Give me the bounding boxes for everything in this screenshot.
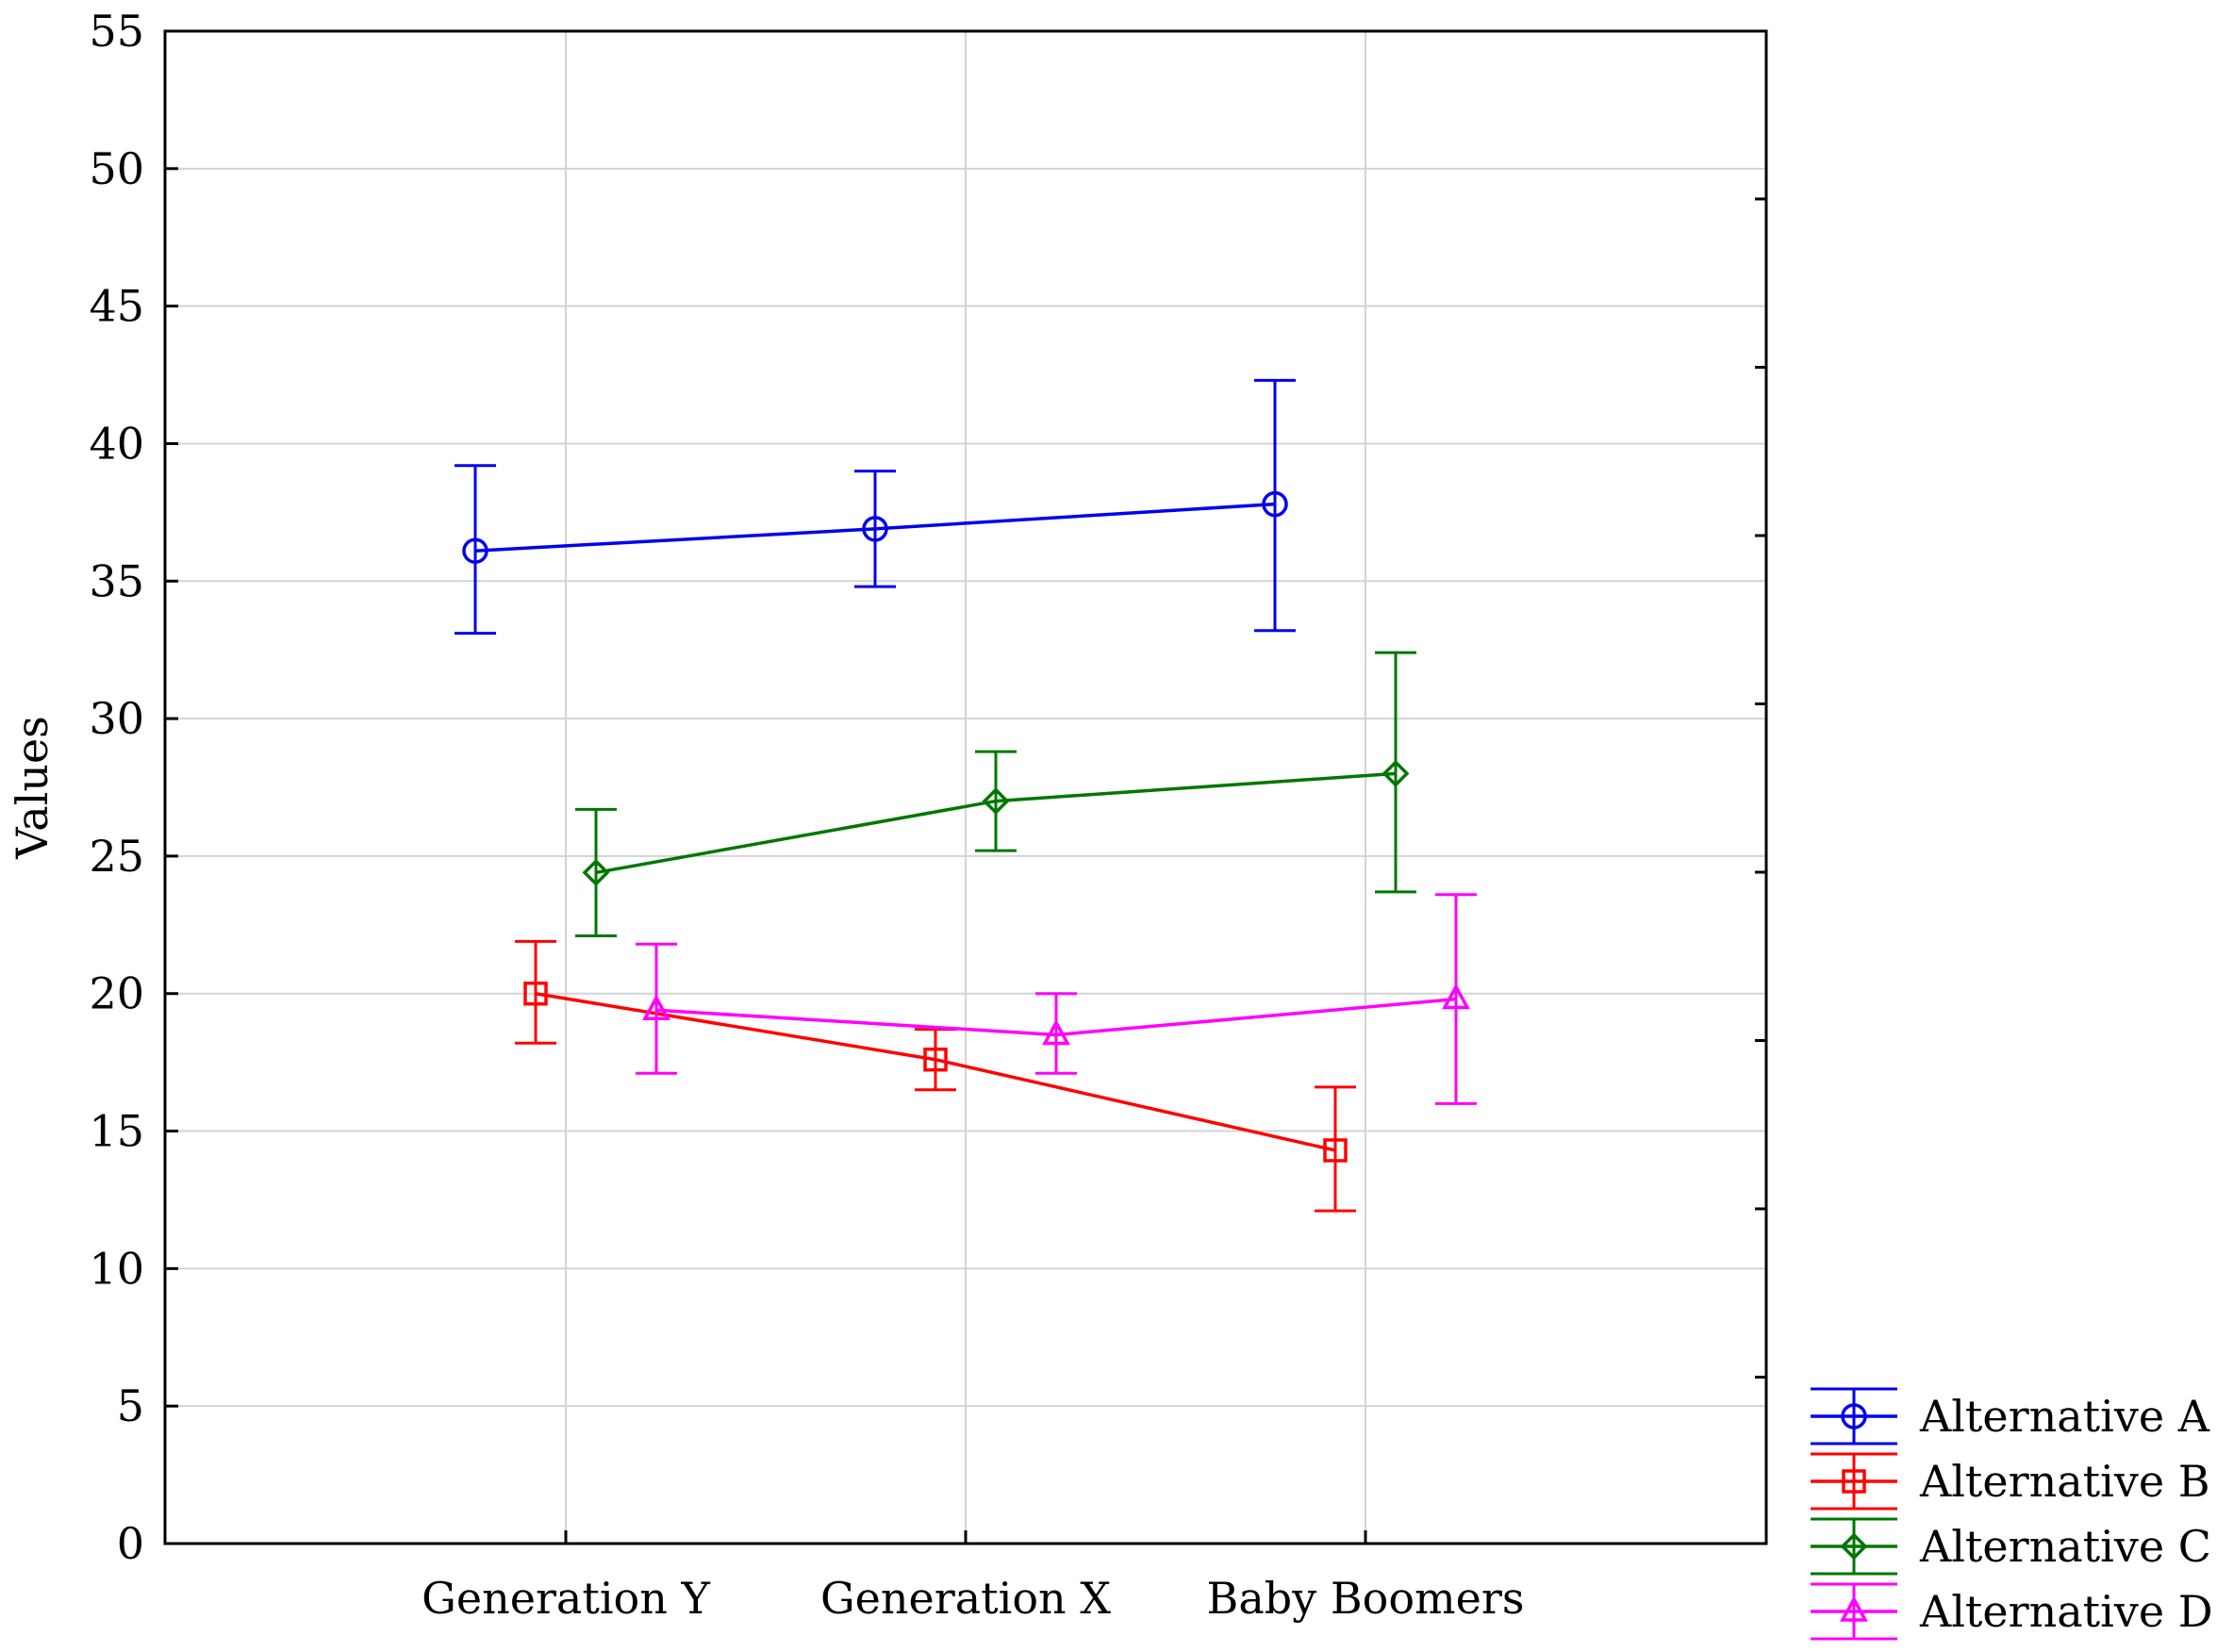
legend-marker [1841, 1403, 1867, 1429]
data-point [1381, 759, 1410, 787]
grid [165, 31, 1766, 1544]
y-tick-label: 25 [89, 831, 144, 882]
legend: Alternative A Alternative B Alternative C A… [1811, 1387, 2213, 1641]
y-tick-label: 0 [117, 1518, 144, 1569]
y-tick-label: 30 [89, 693, 144, 744]
data-point [923, 1047, 948, 1072]
series-alternative-b [515, 939, 1356, 1213]
series-layer [455, 378, 1477, 1213]
y-axis-title: Values [7, 716, 58, 860]
y-tick-label: 50 [89, 143, 144, 194]
series-alternative-a [455, 378, 1296, 636]
data-point [462, 537, 488, 564]
legend-entry: Alternative C [1811, 1517, 2211, 1576]
x-category-label: Baby Boomers [1207, 1573, 1525, 1624]
legend-label: Alternative B [1919, 1456, 2210, 1507]
legend-entry: Alternative D [1811, 1582, 2213, 1641]
data-point [1042, 1018, 1070, 1046]
x-category-label: Generation X [820, 1573, 1111, 1624]
legend-marker [1840, 1532, 1868, 1561]
legend-entry: Alternative A [1811, 1387, 2210, 1446]
series-alternative-c [575, 651, 1416, 937]
data-point [582, 858, 610, 886]
data-point [523, 981, 548, 1006]
data-point [862, 516, 888, 542]
series-alternative-d [636, 893, 1477, 1105]
data-point [1323, 1138, 1348, 1163]
y-tick-label: 15 [89, 1106, 144, 1157]
y-tick-label: 35 [89, 555, 144, 606]
y-tick-label: 20 [89, 968, 144, 1019]
legend-label: Alternative A [1919, 1391, 2210, 1442]
legend-entry: Alternative B [1811, 1452, 2210, 1511]
legend-marker [1842, 1469, 1866, 1494]
data-point [982, 787, 1010, 816]
axis-ticks: 0 5 10 15 20 25 30 35 40 45 50 55 Generation Y Genera… [89, 6, 1766, 1624]
x-category-label: Generation Y [422, 1573, 710, 1624]
legend-label: Alternative D [1919, 1586, 2213, 1637]
data-point [642, 994, 670, 1020]
y-tick-label: 55 [89, 6, 144, 57]
legend-marker [1840, 1595, 1868, 1622]
y-tick-label: 5 [117, 1380, 144, 1431]
legend-label: Alternative C [1919, 1521, 2211, 1572]
y-tick-label: 45 [89, 281, 144, 332]
y-tick-label: 10 [89, 1243, 144, 1294]
data-point [1262, 490, 1288, 518]
data-point [1442, 983, 1470, 1010]
y-tick-label: 40 [89, 418, 144, 469]
